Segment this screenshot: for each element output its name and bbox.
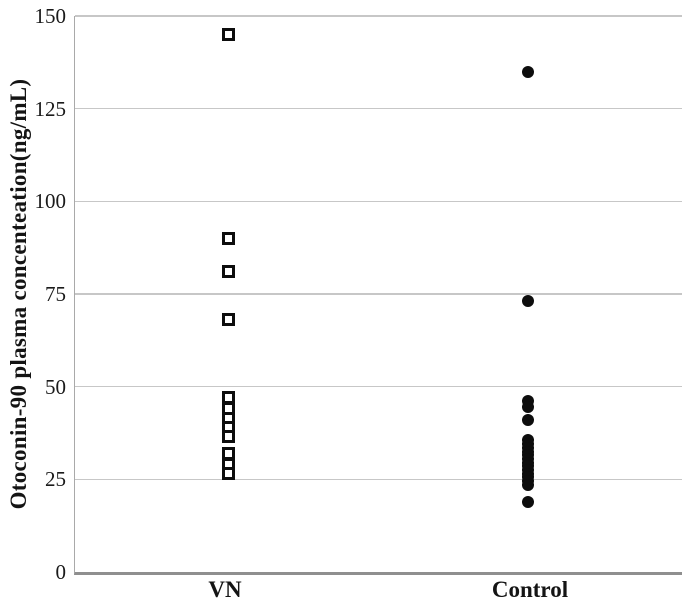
y-tick-label-50: 50 [45, 374, 66, 399]
x-category-label-control: Control [491, 577, 569, 602]
control-data-point [522, 295, 534, 308]
control-data-point [522, 414, 534, 427]
x-category-label-vn: VN [208, 577, 242, 602]
y-tick-label-150: 150 [34, 4, 67, 28]
vn-data-point [221, 467, 235, 481]
gridline-y-75 [75, 293, 682, 295]
gridline-y-100 [75, 200, 682, 203]
gridline-y-150 [75, 15, 682, 17]
y-tick-label-0: 0 [55, 560, 67, 584]
control-data-point [522, 478, 534, 491]
gridline-y-50 [75, 385, 682, 388]
y-tick-label-100: 100 [34, 189, 67, 214]
gridline-y-25 [75, 478, 682, 481]
control-data-point [522, 495, 534, 508]
vn-data-point [221, 430, 235, 444]
plot-area [74, 15, 682, 575]
gridline-y-125 [75, 107, 682, 110]
y-tick-label-125: 125 [34, 96, 67, 121]
vn-data-point [221, 313, 235, 327]
y-tick-label-75: 75 [45, 282, 66, 306]
control-data-point [522, 401, 534, 414]
vn-data-point [221, 231, 235, 245]
control-data-point [522, 65, 534, 78]
vn-data-point [221, 265, 235, 279]
vn-data-point [221, 28, 235, 42]
y-tick-label-25: 25 [45, 467, 66, 492]
